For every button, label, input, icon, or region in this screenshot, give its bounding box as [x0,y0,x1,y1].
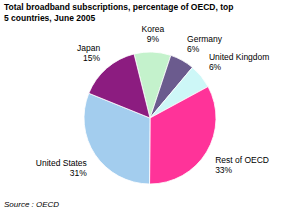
slice-value: 9% [147,34,160,44]
slice-label: Rest of OECD [215,155,269,165]
pie-slice [89,54,150,118]
slice-label: United States [36,158,87,168]
background [0,0,300,213]
slice-value: 15% [83,53,100,63]
title-line: Total broadband subscriptions, percentag… [4,2,233,12]
source: Source : OECD [4,200,59,209]
title: Total broadband subscriptions, percentag… [4,2,233,23]
slice-value: 31% [70,168,87,178]
slice-value: 6% [209,62,222,72]
pie [84,52,216,184]
slice-label: Japan [77,43,100,53]
chart: Total broadband subscriptions, percentag… [0,0,300,213]
slice-value: 6% [187,44,200,54]
slice-label: Korea [142,24,165,34]
pie-slice [150,87,216,184]
slice-label: Germany [187,34,223,44]
labels: Korea9%Germany6%United Kingdom6%Rest of … [36,24,270,178]
slice-label: United Kingdom [209,52,269,62]
slice-value: 33% [215,165,232,175]
title-line: 5 countries, June 2005 [4,13,95,23]
